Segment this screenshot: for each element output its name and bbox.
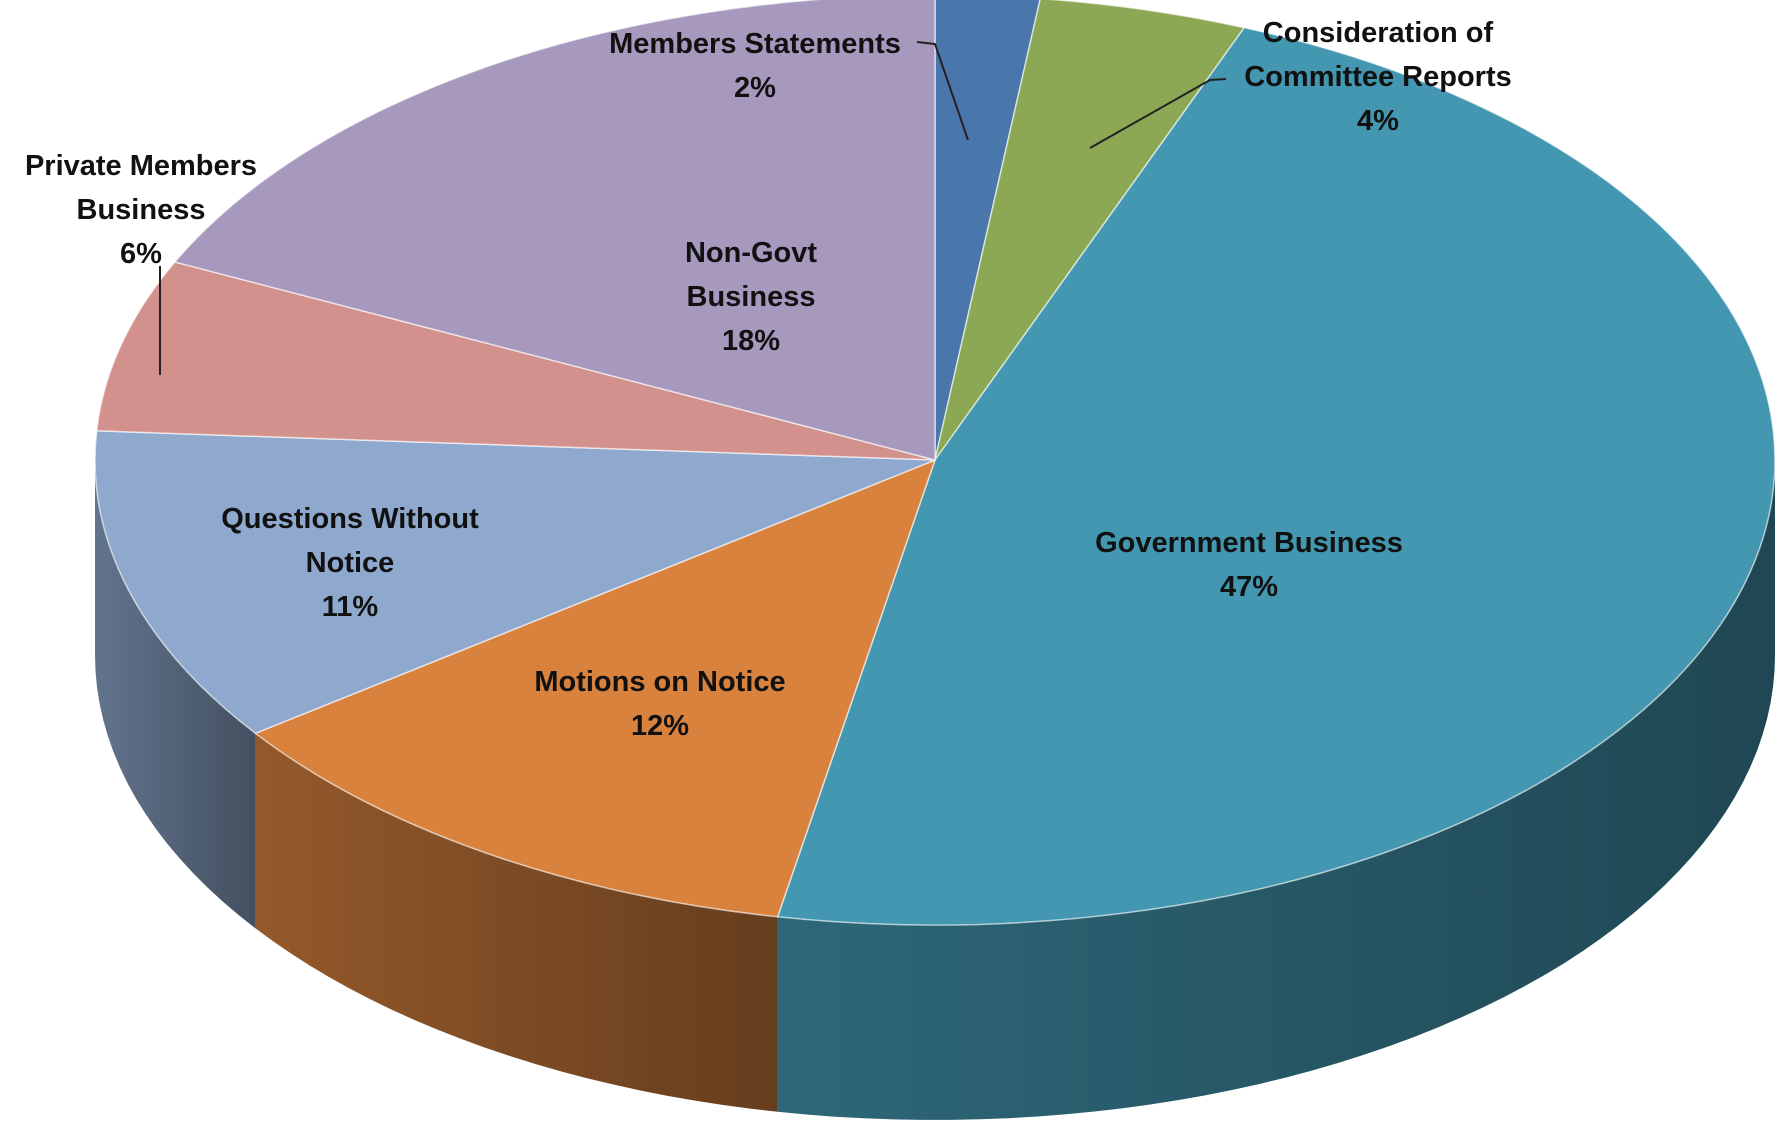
name-label: Members Statements: [609, 28, 901, 60]
value-label: 6%: [120, 238, 162, 270]
pie-side-walls: [95, 460, 1775, 1120]
name-label: Notice: [306, 547, 395, 579]
leader-line-consideration-of-committee-reports: [1089, 78, 1227, 149]
value-label: 47%: [1220, 571, 1278, 603]
label-members-statements: Members Statements 2%: [609, 28, 901, 104]
slice-labels: Members Statements 2% Consideration of Comm…: [25, 17, 1512, 742]
label-non-govt-business: Non-Govt Business 18%: [685, 237, 817, 357]
leader-lines: [159, 41, 1227, 375]
pie-slices: [94, 0, 1776, 926]
label-motions-on-notice: Motions on Notice 12%: [534, 666, 785, 742]
label-private-members-business: Private Members Business 6%: [25, 150, 257, 270]
label-government-business: Government Business 47%: [1095, 527, 1403, 603]
name-label: Questions Without: [221, 503, 479, 535]
name-label: Business: [687, 281, 816, 313]
label-questions-without-notice: Questions Without Notice 11%: [221, 503, 479, 623]
name-label: Business: [77, 194, 206, 226]
name-label: Consideration of: [1263, 17, 1494, 49]
slice-consideration-of-committee-reports: [934, 0, 1246, 461]
side-shade-motions-on-notice: [255, 733, 778, 1112]
label-consideration-of-committee-reports: Consideration of Committee Reports 4%: [1244, 17, 1512, 137]
value-label: 2%: [734, 72, 776, 104]
name-label: Committee Reports: [1244, 61, 1512, 93]
side-shade-government-business: [777, 460, 1775, 1120]
value-label: 4%: [1357, 105, 1399, 137]
value-label: 11%: [322, 591, 379, 623]
leader-line-members-statements: [916, 41, 969, 141]
slice-questions-without-notice: [94, 430, 936, 735]
slice-motions-on-notice: [253, 458, 937, 918]
name-label: Non-Govt: [685, 237, 817, 269]
side-shade-questions-without-notice: [95, 460, 256, 929]
slice-private-members-business: [95, 261, 936, 461]
name-label: Motions on Notice: [534, 666, 785, 698]
value-label: 12%: [631, 710, 689, 742]
name-label: Private Members: [25, 150, 257, 182]
value-label: 18%: [722, 325, 780, 357]
name-label: Government Business: [1095, 527, 1403, 559]
slice-non-govt-business: [173, 0, 936, 461]
slice-government-business: [776, 26, 1776, 926]
